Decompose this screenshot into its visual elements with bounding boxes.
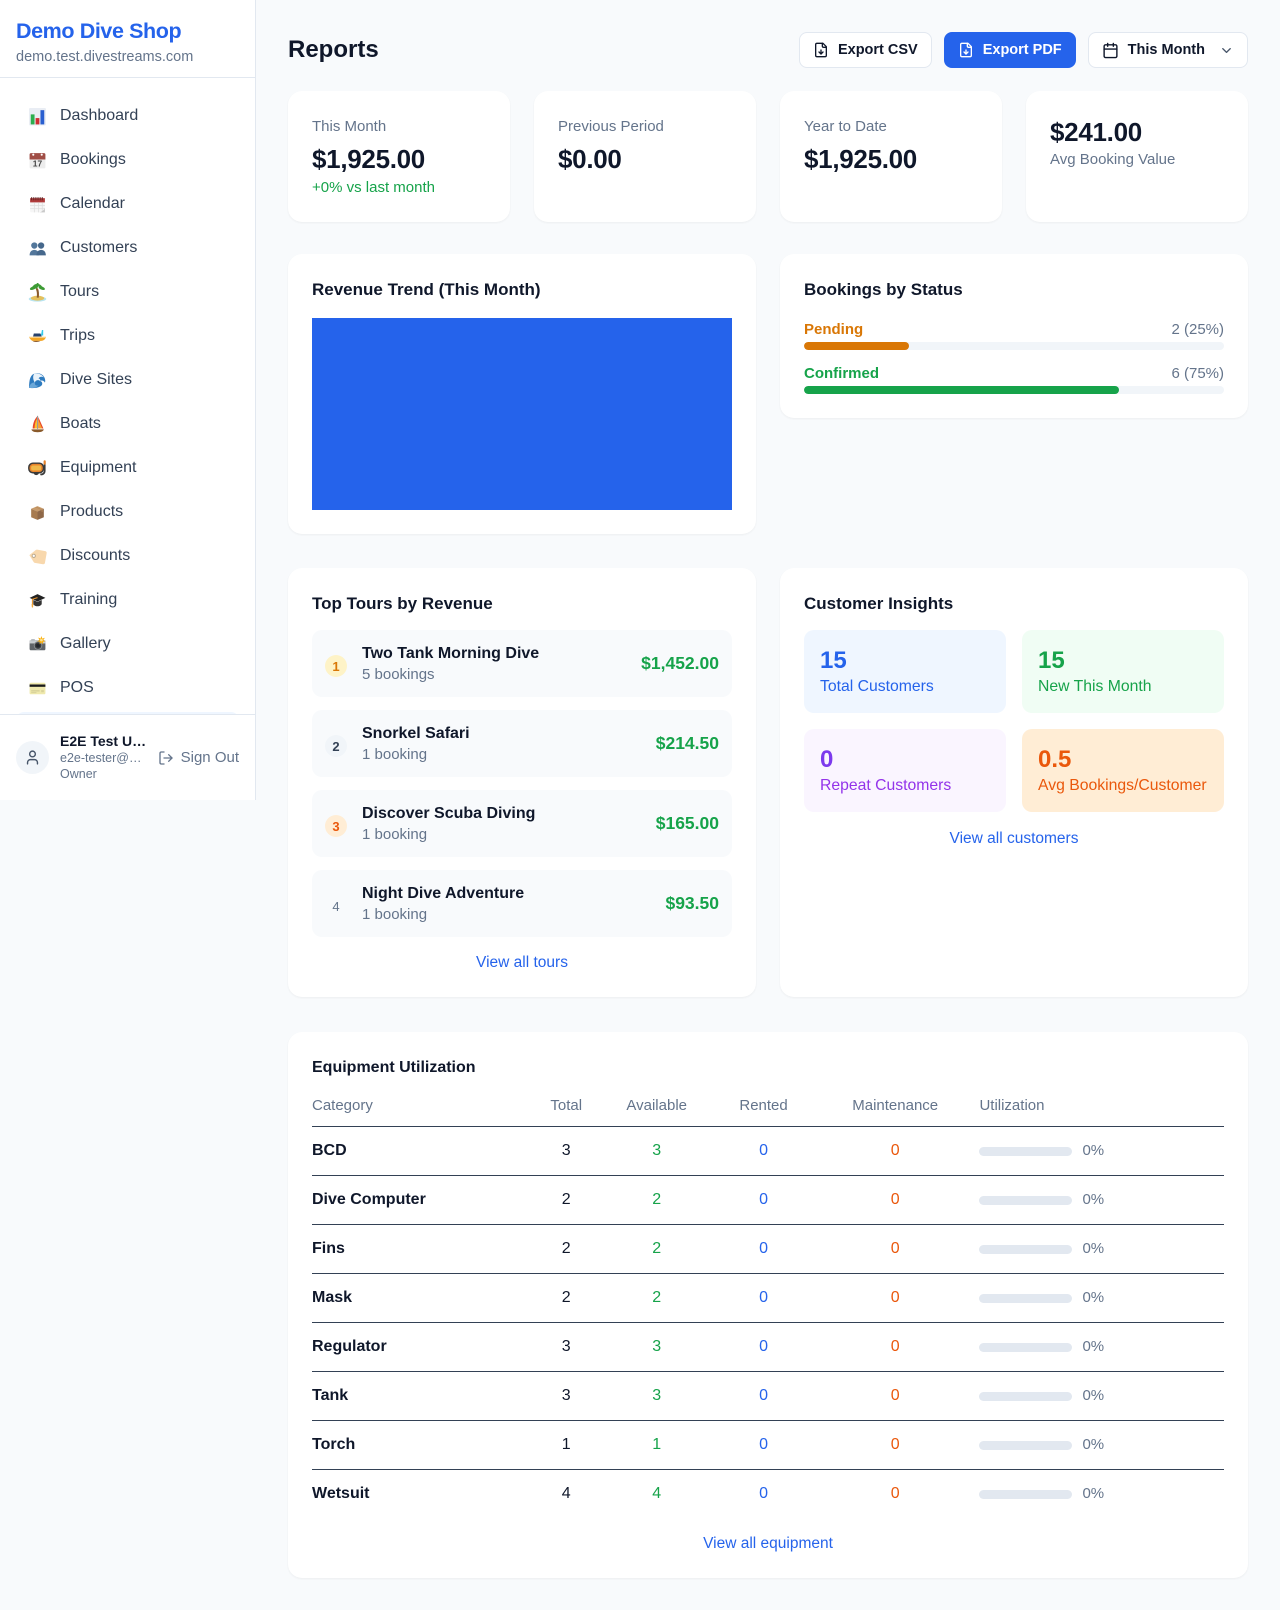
svg-text:17: 17 <box>33 158 43 168</box>
